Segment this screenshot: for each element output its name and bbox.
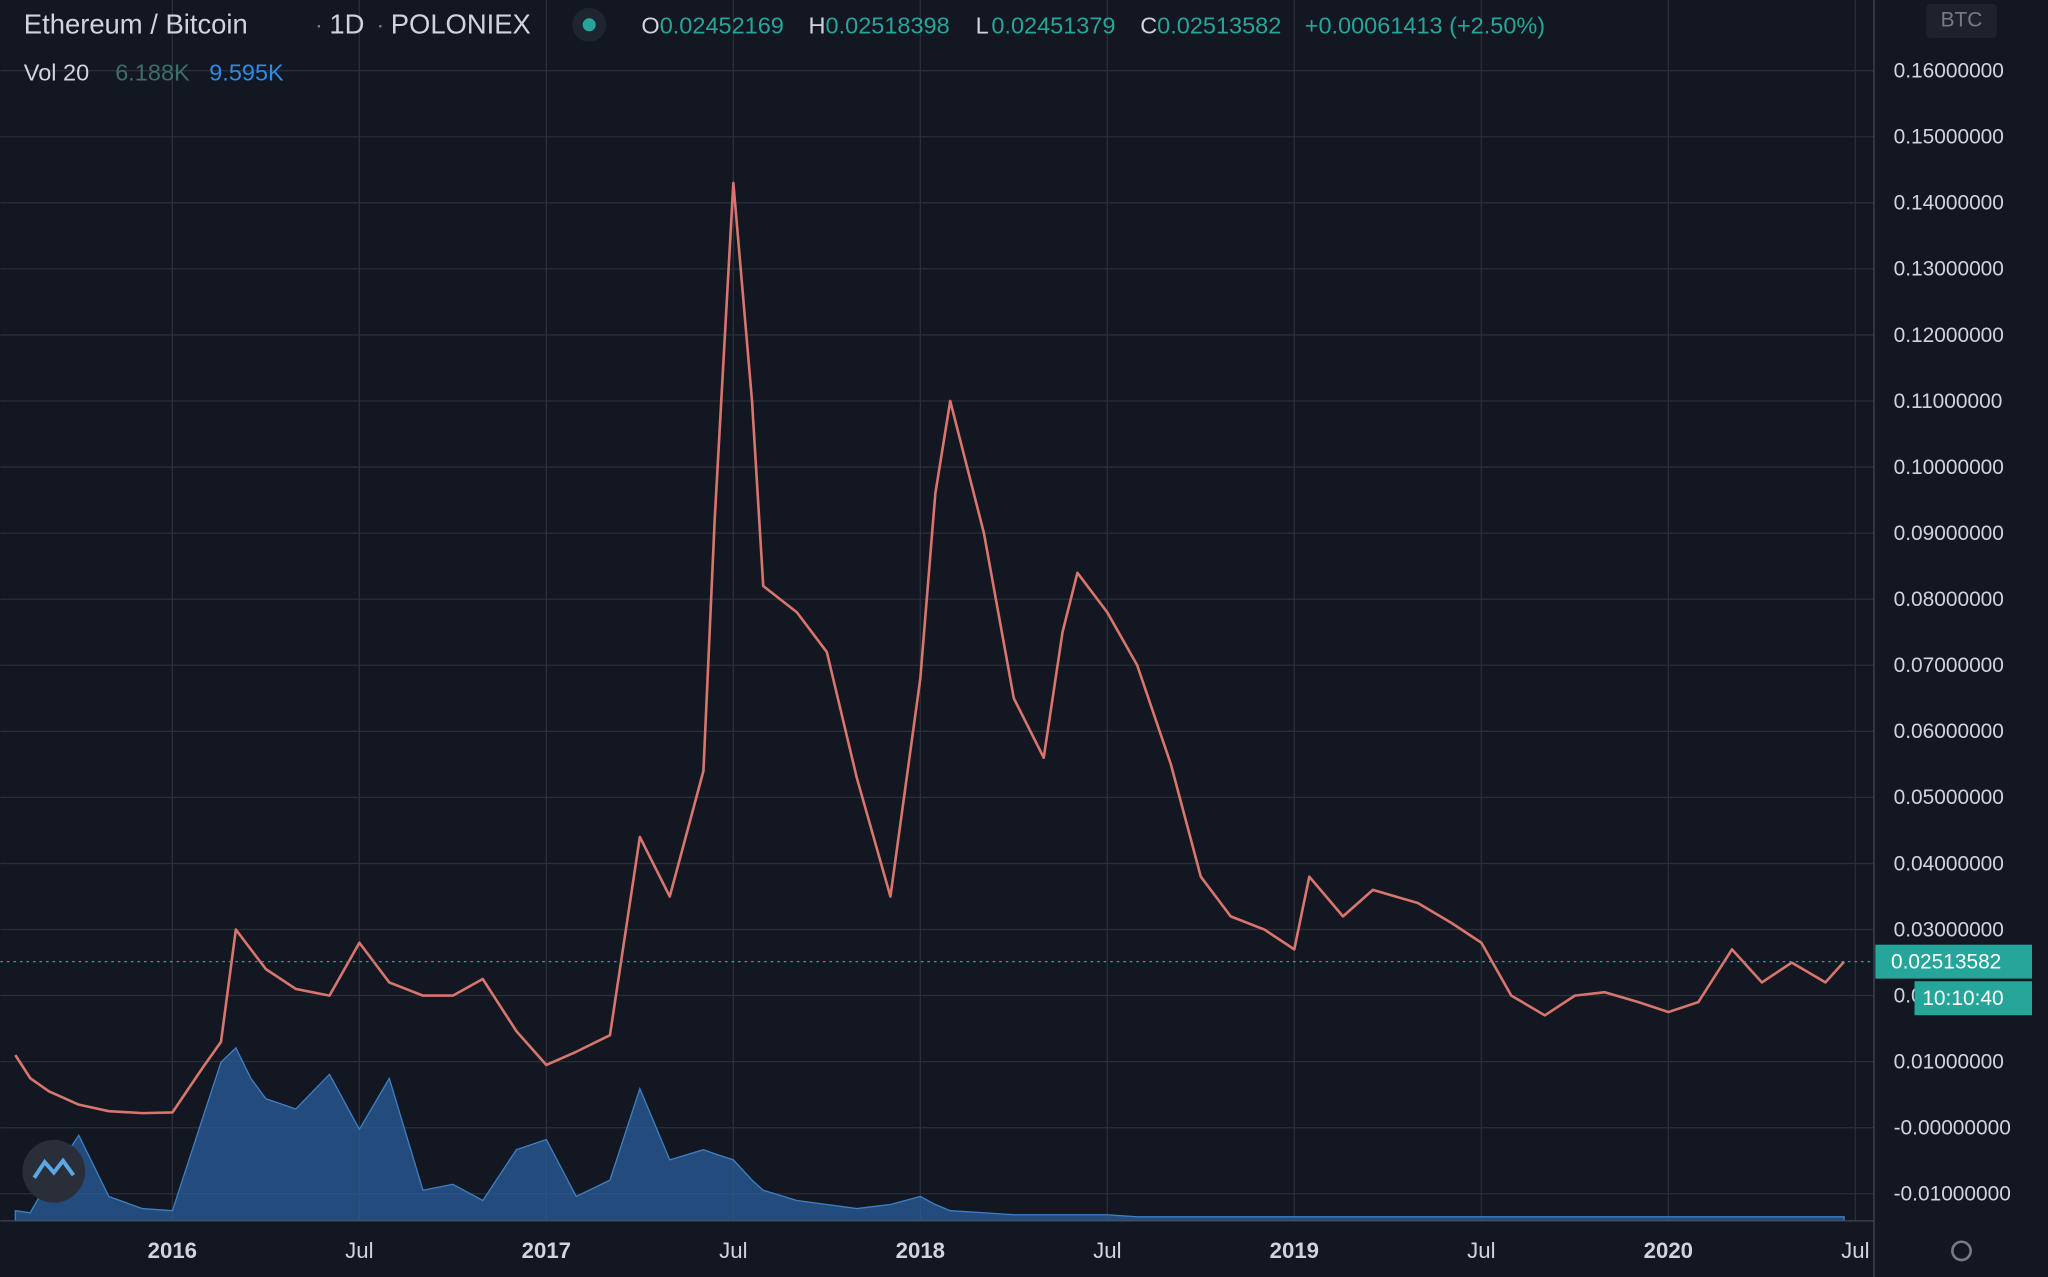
countdown: 10:10:40 xyxy=(1922,987,2003,1010)
separator: · xyxy=(376,11,384,37)
ohlc-value: 0.02451379 xyxy=(991,13,1115,39)
ohlc-value: 0.02452169 xyxy=(660,13,784,39)
x-tick-label: 2017 xyxy=(522,1238,571,1263)
volume-value: 6.188K xyxy=(115,60,190,86)
last-price-box xyxy=(1875,944,2033,979)
volume-label: Vol 20 xyxy=(24,60,89,86)
y-tick-label: 0.15000000 xyxy=(1894,126,2004,149)
y-tick-label: 0.08000000 xyxy=(1894,588,2004,611)
y-tick-label: 0.07000000 xyxy=(1894,654,2004,677)
y-tick-label: -0.00000000 xyxy=(1894,1117,2011,1140)
y-tick-label: -0.01000000 xyxy=(1894,1183,2011,1206)
x-tick-label: Jul xyxy=(1093,1238,1121,1263)
x-tick-label: 2020 xyxy=(1644,1238,1693,1263)
separator: · xyxy=(315,11,323,37)
symbol: Ethereum / Bitcoin xyxy=(24,8,248,39)
exchange: POLONIEX xyxy=(391,8,531,39)
currency-badge xyxy=(1926,3,1997,38)
logo-icon xyxy=(32,1157,76,1179)
axes: -0.01000000-0.000000000.010000000.020000… xyxy=(148,60,2033,1263)
y-tick-label: 0.14000000 xyxy=(1894,192,2004,215)
x-tick-label: Jul xyxy=(345,1238,373,1263)
y-tick-label: 0.05000000 xyxy=(1894,786,2004,809)
countdown-box xyxy=(1914,981,2033,1016)
y-tick-label: 0.01000000 xyxy=(1894,1050,2004,1073)
settings-icon[interactable] xyxy=(1951,1240,1972,1262)
currency: BTC xyxy=(1941,8,1983,31)
y-tick-label: 0.03000000 xyxy=(1894,918,2004,941)
grid xyxy=(0,0,1875,1221)
interval: 1D xyxy=(329,8,364,39)
x-tick-label: Jul xyxy=(1841,1238,1869,1263)
volume-area xyxy=(14,1046,1845,1222)
status-dot xyxy=(582,18,596,32)
change: +0.00061413 (+2.50%) xyxy=(1305,13,1545,39)
x-tick-label: Jul xyxy=(1467,1238,1495,1263)
ohlc-label: O xyxy=(641,13,659,39)
y-tick-label: 0.04000000 xyxy=(1894,852,2004,875)
plot xyxy=(0,181,1875,1222)
ohlc-label: H xyxy=(809,13,826,39)
ohlc-value: 0.02513582 xyxy=(1157,13,1281,39)
y-tick-label: 0.16000000 xyxy=(1894,60,2004,83)
y-tick-label: 0.10000000 xyxy=(1894,456,2004,479)
y-tick-label: 0.13000000 xyxy=(1894,258,2004,281)
ohlc-value: 0.02518398 xyxy=(826,13,950,39)
y-tick-label: 0.06000000 xyxy=(1894,720,2004,743)
y-tick-label: 0.12000000 xyxy=(1894,324,2004,347)
last-price-label: 0.02513582 xyxy=(1891,950,2001,973)
price-line xyxy=(14,181,1846,1115)
x-tick-label: 2016 xyxy=(148,1238,197,1263)
y-tick-label: 0.11000000 xyxy=(1894,390,2003,413)
x-tick-label: 2018 xyxy=(896,1238,945,1263)
ohlc-label: L xyxy=(976,13,989,39)
y-tick-label: 0.09000000 xyxy=(1894,522,2004,545)
ohlc-label: C xyxy=(1140,13,1157,39)
x-tick-label: 2019 xyxy=(1270,1238,1319,1263)
volume-ma: 9.595K xyxy=(209,60,284,86)
x-tick-label: Jul xyxy=(719,1238,747,1263)
